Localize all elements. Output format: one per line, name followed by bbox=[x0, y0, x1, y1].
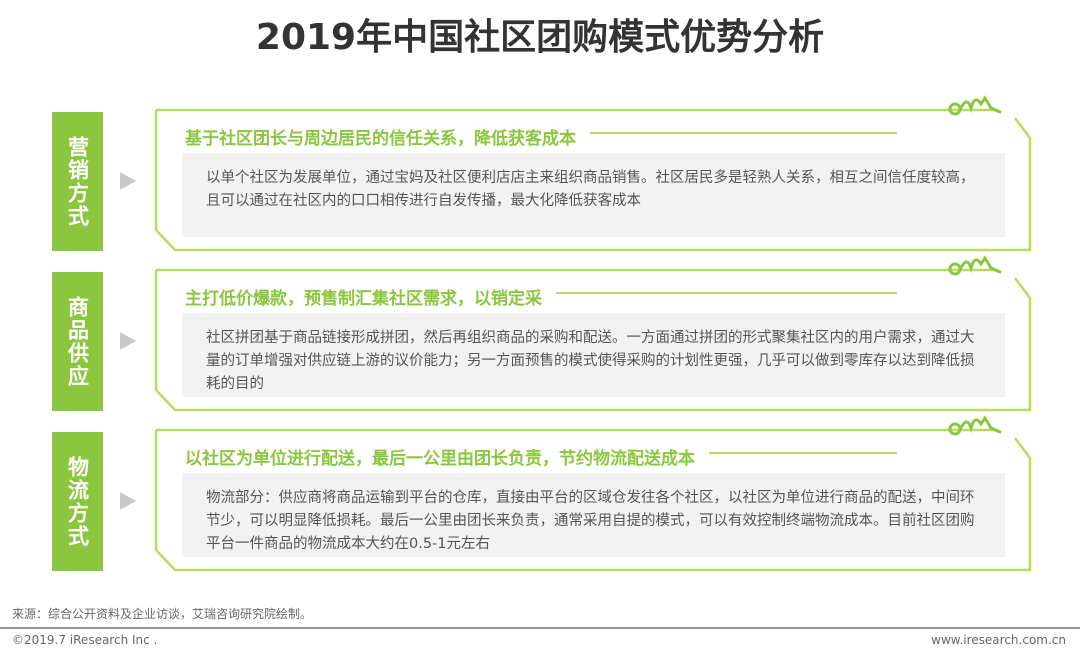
section-body: 以单个社区为发展单位，通过宝妈及社区便利店店主来组织商品销售。社区居民多是轻熟人… bbox=[182, 153, 1005, 237]
section-card: 以社区为单位进行配送，最后一公里由团长负责，节约物流配送成本 物流部分：供应商将… bbox=[154, 415, 1032, 572]
squiggle-icon bbox=[948, 255, 1002, 276]
page-title: 2019年中国社区团购模式优势分析 bbox=[255, 17, 825, 58]
section-body: 物流部分：供应商将商品运输到平台的仓库，直接由平台的区域仓发往各个社区，以社区为… bbox=[182, 473, 1005, 557]
source-note: 来源：综合公开资料及企业访谈，艾瑞咨询研究院绘制。 bbox=[12, 607, 313, 621]
copyright: ©2019.7 iResearch Inc . bbox=[12, 633, 158, 647]
section-card: 基于社区团长与周边居民的信任关系，降低获客成本 以单个社区为发展单位，通过宝妈及… bbox=[154, 95, 1032, 252]
section-card: 主打低价爆款，预售制汇集社区需求，以销定采 社区拼团基于商品链接形成拼团，然后再… bbox=[154, 255, 1032, 412]
divider bbox=[0, 627, 1080, 629]
section-label: 营销方式 bbox=[52, 112, 103, 251]
card-border bbox=[154, 95, 1032, 252]
section-heading: 基于社区团长与周边居民的信任关系，降低获客成本 bbox=[185, 124, 590, 149]
website-url: www.iresearch.com.cn bbox=[931, 633, 1066, 647]
section-label: 物流方式 bbox=[52, 432, 103, 571]
card-border bbox=[154, 255, 1032, 412]
arrow-right-icon bbox=[120, 172, 136, 190]
section-heading: 主打低价爆款，预售制汇集社区需求，以销定采 bbox=[185, 284, 556, 309]
squiggle-icon bbox=[948, 95, 1002, 116]
arrow-right-icon bbox=[120, 492, 136, 510]
section-body: 社区拼团基于商品链接形成拼团，然后再组织商品的采购和配送。一方面通过拼团的形式聚… bbox=[182, 313, 1005, 397]
section-label: 商品供应 bbox=[52, 272, 103, 411]
arrow-right-icon bbox=[120, 332, 136, 350]
section-heading: 以社区为单位进行配送，最后一公里由团长负责，节约物流配送成本 bbox=[185, 444, 709, 469]
card-border bbox=[154, 415, 1032, 572]
squiggle-icon bbox=[948, 415, 1002, 436]
